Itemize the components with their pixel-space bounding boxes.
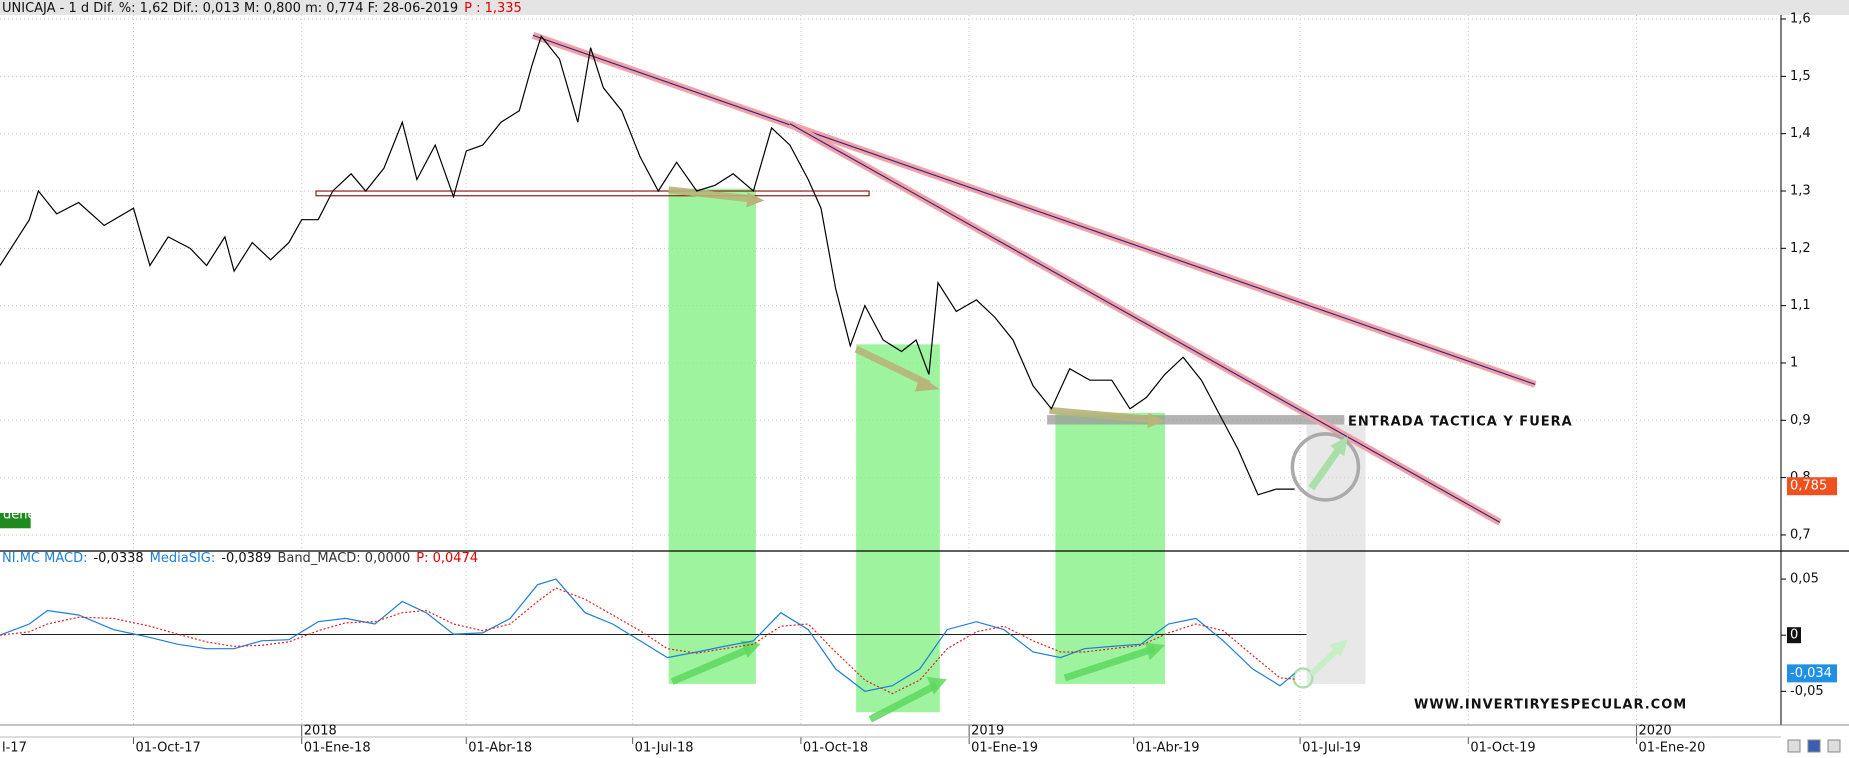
y-tick-label: 1,1	[1790, 298, 1811, 313]
value-tag-label: -0,034	[1790, 666, 1832, 681]
title-text: UNICAJA - 1 d Dif. %: 1,62 Dif.: 0,013 M…	[2, 1, 458, 16]
x-tick-label: 01-Oct-19	[1470, 741, 1535, 756]
y-tick-label: 0,7	[1790, 527, 1811, 542]
marks-layer	[0, 34, 1295, 695]
header-part: -0,0338	[93, 551, 143, 566]
legend-tag: denes	[3, 508, 42, 523]
value-tag	[1787, 477, 1837, 496]
y-tick-label: 0,05	[1790, 572, 1819, 587]
header-part: Band_MACD: 0,0000	[277, 551, 410, 566]
year-label: 2019	[971, 724, 1004, 739]
x-tick-label: 01-Ene-19	[971, 741, 1038, 756]
value-tag-label: 0,785	[1790, 479, 1827, 494]
value-tag	[1787, 627, 1801, 644]
x-tick-label: 01-Abr-18	[468, 741, 532, 756]
y-tick-label: 1,3	[1790, 183, 1811, 198]
window-icons	[1787, 739, 1841, 753]
year-label: 2018	[304, 724, 337, 739]
y-tick-label: 0,9	[1790, 413, 1811, 428]
header-bar	[0, 0, 1849, 15]
header-part: -0,0389	[221, 551, 271, 566]
y-tick-label: 1,4	[1790, 126, 1811, 141]
x-tick-label: 01-Jul-18	[635, 741, 694, 756]
value-tag-label: 0	[1790, 628, 1798, 643]
y-tick-label: 1,6	[1790, 12, 1811, 27]
icon[interactable]	[1827, 739, 1841, 753]
icon[interactable]	[1787, 739, 1801, 753]
title-price: P : 1,335	[464, 1, 522, 16]
y-tick-label: 1,2	[1790, 241, 1811, 256]
annotation: ENTRADA TACTICA Y FUERA	[1348, 415, 1573, 430]
header-part: MediaSIG:	[150, 551, 216, 566]
icon[interactable]	[1807, 739, 1821, 753]
annotation: WWW.INVERTIRYESPECULAR.COM	[1414, 698, 1687, 713]
series-line	[0, 587, 1295, 695]
x-tick-label: l-17	[2, 741, 27, 756]
y-tick-label: 1,5	[1790, 69, 1811, 84]
macd-header: NI.MC MACD: -0,0338 MediaSIG: -0,0389 Band_M…	[2, 551, 478, 566]
value-tag	[1787, 664, 1837, 683]
header-part: P: 0,0474	[416, 551, 478, 566]
x-tick-label: 01-Ene-20	[1639, 741, 1706, 756]
series-line	[0, 578, 1295, 692]
series-line	[0, 34, 1295, 496]
x-tick-label: 01-Oct-18	[803, 741, 868, 756]
x-tick-label: 01-Oct-17	[135, 741, 200, 756]
x-tick-label: 01-Ene-18	[304, 741, 371, 756]
x-tick-label: 01-Abr-19	[1136, 741, 1200, 756]
chart-title: UNICAJA - 1 d Dif. %: 1,62 Dif.: 0,013 M…	[2, 1, 522, 16]
y-tick-label: -0,05	[1790, 684, 1824, 699]
year-label: 2020	[1639, 724, 1672, 739]
x-tick-label: 01-Jul-19	[1302, 741, 1361, 756]
y-tick-label: 1	[1790, 355, 1798, 370]
header-part: NI.MC MACD:	[2, 551, 87, 566]
